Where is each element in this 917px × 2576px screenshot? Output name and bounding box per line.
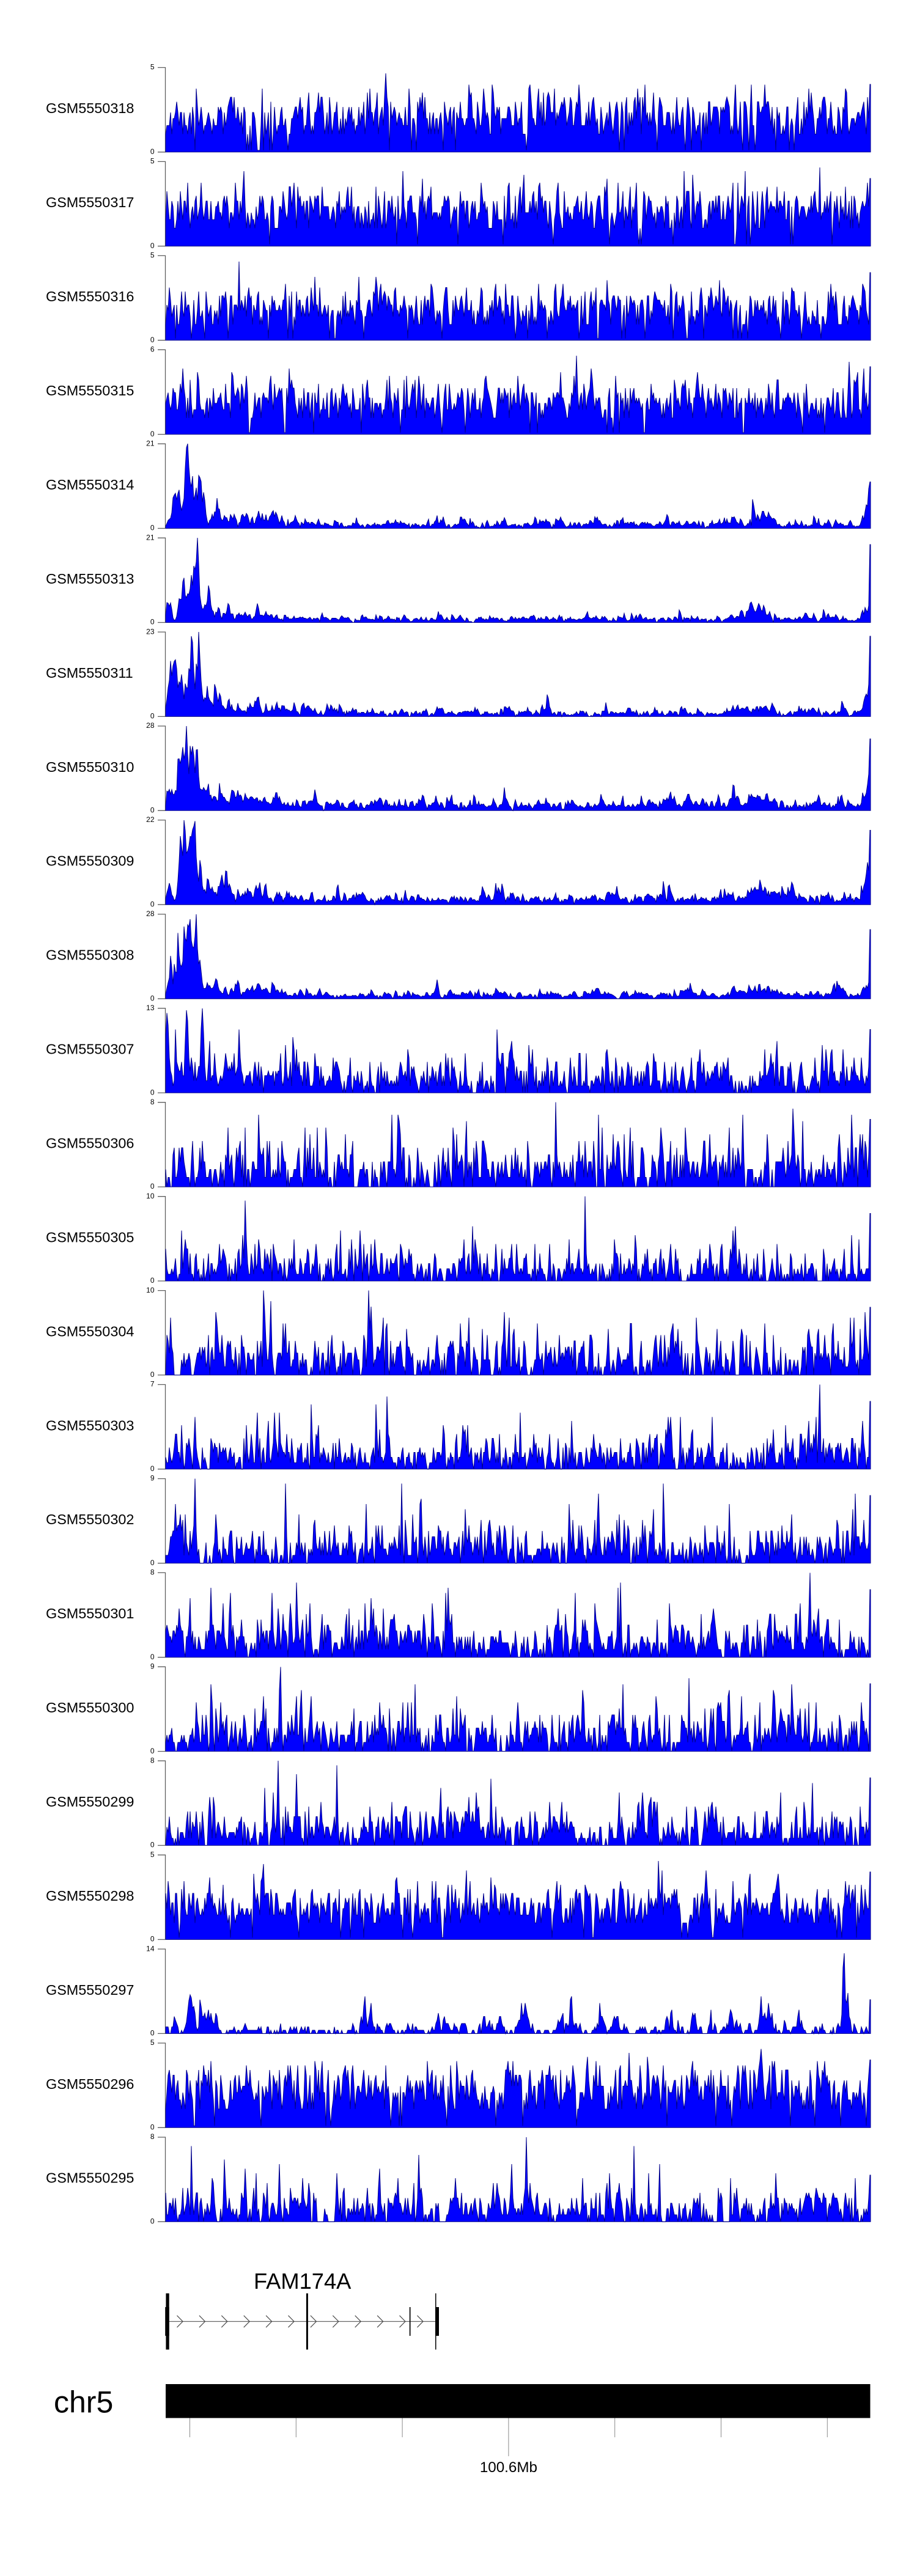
svg-text:22: 22 (146, 815, 155, 824)
svg-text:0: 0 (150, 1935, 155, 1943)
svg-text:FAM174A: FAM174A (254, 2269, 352, 2294)
svg-text:0: 0 (150, 1088, 155, 1096)
svg-text:0: 0 (150, 994, 155, 1002)
svg-text:GSM5550315: GSM5550315 (46, 383, 134, 398)
svg-text:21: 21 (146, 533, 155, 541)
svg-text:0: 0 (150, 1182, 155, 1191)
svg-text:chr5: chr5 (54, 2385, 113, 2420)
svg-text:23: 23 (146, 627, 155, 636)
svg-text:GSM5550313: GSM5550313 (46, 571, 134, 587)
svg-text:0: 0 (150, 712, 155, 721)
svg-text:0: 0 (150, 1841, 155, 1849)
svg-text:0: 0 (150, 806, 155, 815)
svg-text:GSM5550310: GSM5550310 (46, 759, 134, 775)
svg-text:28: 28 (146, 909, 155, 918)
svg-text:5: 5 (150, 1850, 155, 1859)
svg-text:0: 0 (150, 618, 155, 626)
svg-text:0: 0 (150, 1558, 155, 1567)
svg-text:GSM5550309: GSM5550309 (46, 853, 134, 869)
svg-text:0: 0 (150, 1653, 155, 1661)
svg-text:0: 0 (150, 900, 155, 908)
svg-text:5: 5 (150, 63, 155, 72)
svg-text:28: 28 (146, 721, 155, 730)
svg-text:GSM5550318: GSM5550318 (46, 100, 134, 116)
svg-text:0: 0 (150, 1276, 155, 1285)
svg-text:0: 0 (150, 430, 155, 438)
svg-text:GSM5550295: GSM5550295 (46, 2170, 134, 2186)
svg-text:0: 0 (150, 2123, 155, 2132)
svg-text:GSM5550311: GSM5550311 (46, 665, 133, 681)
svg-text:0: 0 (150, 524, 155, 532)
svg-text:0: 0 (150, 241, 155, 250)
svg-text:0: 0 (150, 2029, 155, 2038)
svg-text:13: 13 (146, 1004, 155, 1012)
svg-text:GSM5550306: GSM5550306 (46, 1136, 134, 1151)
svg-text:14: 14 (146, 1944, 155, 1953)
svg-text:GSM5550297: GSM5550297 (46, 1982, 134, 1998)
svg-text:0: 0 (150, 1464, 155, 1473)
svg-text:GSM5550298: GSM5550298 (46, 1888, 134, 1904)
svg-text:5: 5 (150, 2038, 155, 2047)
svg-text:GSM5550317: GSM5550317 (46, 194, 134, 210)
svg-text:0: 0 (150, 2217, 155, 2226)
svg-text:8: 8 (150, 1098, 155, 1106)
svg-text:GSM5550305: GSM5550305 (46, 1229, 134, 1245)
svg-text:6: 6 (150, 345, 155, 354)
svg-text:21: 21 (146, 439, 155, 447)
svg-text:100.6Mb: 100.6Mb (480, 2459, 537, 2476)
svg-text:9: 9 (150, 1474, 155, 1483)
svg-text:GSM5550303: GSM5550303 (46, 1417, 134, 1433)
svg-text:7: 7 (150, 1380, 155, 1389)
svg-text:0: 0 (150, 1747, 155, 1755)
svg-text:GSM5550299: GSM5550299 (46, 1794, 134, 1810)
svg-text:GSM5550302: GSM5550302 (46, 1511, 134, 1527)
svg-text:GSM5550300: GSM5550300 (46, 1700, 134, 1715)
svg-text:GSM5550316: GSM5550316 (46, 288, 134, 304)
svg-text:GSM5550301: GSM5550301 (46, 1605, 134, 1621)
svg-text:GSM5550296: GSM5550296 (46, 2076, 134, 2092)
svg-text:10: 10 (146, 1192, 155, 1200)
svg-text:8: 8 (150, 1568, 155, 1577)
svg-text:0: 0 (150, 147, 155, 156)
svg-text:8: 8 (150, 1756, 155, 1764)
svg-text:0: 0 (150, 336, 155, 344)
svg-text:9: 9 (150, 1662, 155, 1671)
svg-text:8: 8 (150, 2132, 155, 2141)
svg-text:GSM5550304: GSM5550304 (46, 1323, 134, 1339)
svg-text:GSM5550314: GSM5550314 (46, 477, 134, 493)
svg-text:0: 0 (150, 1370, 155, 1379)
svg-text:GSM5550308: GSM5550308 (46, 947, 134, 963)
svg-text:GSM5550307: GSM5550307 (46, 1041, 134, 1057)
svg-text:5: 5 (150, 251, 155, 260)
svg-text:10: 10 (146, 1286, 155, 1294)
svg-text:5: 5 (150, 157, 155, 166)
